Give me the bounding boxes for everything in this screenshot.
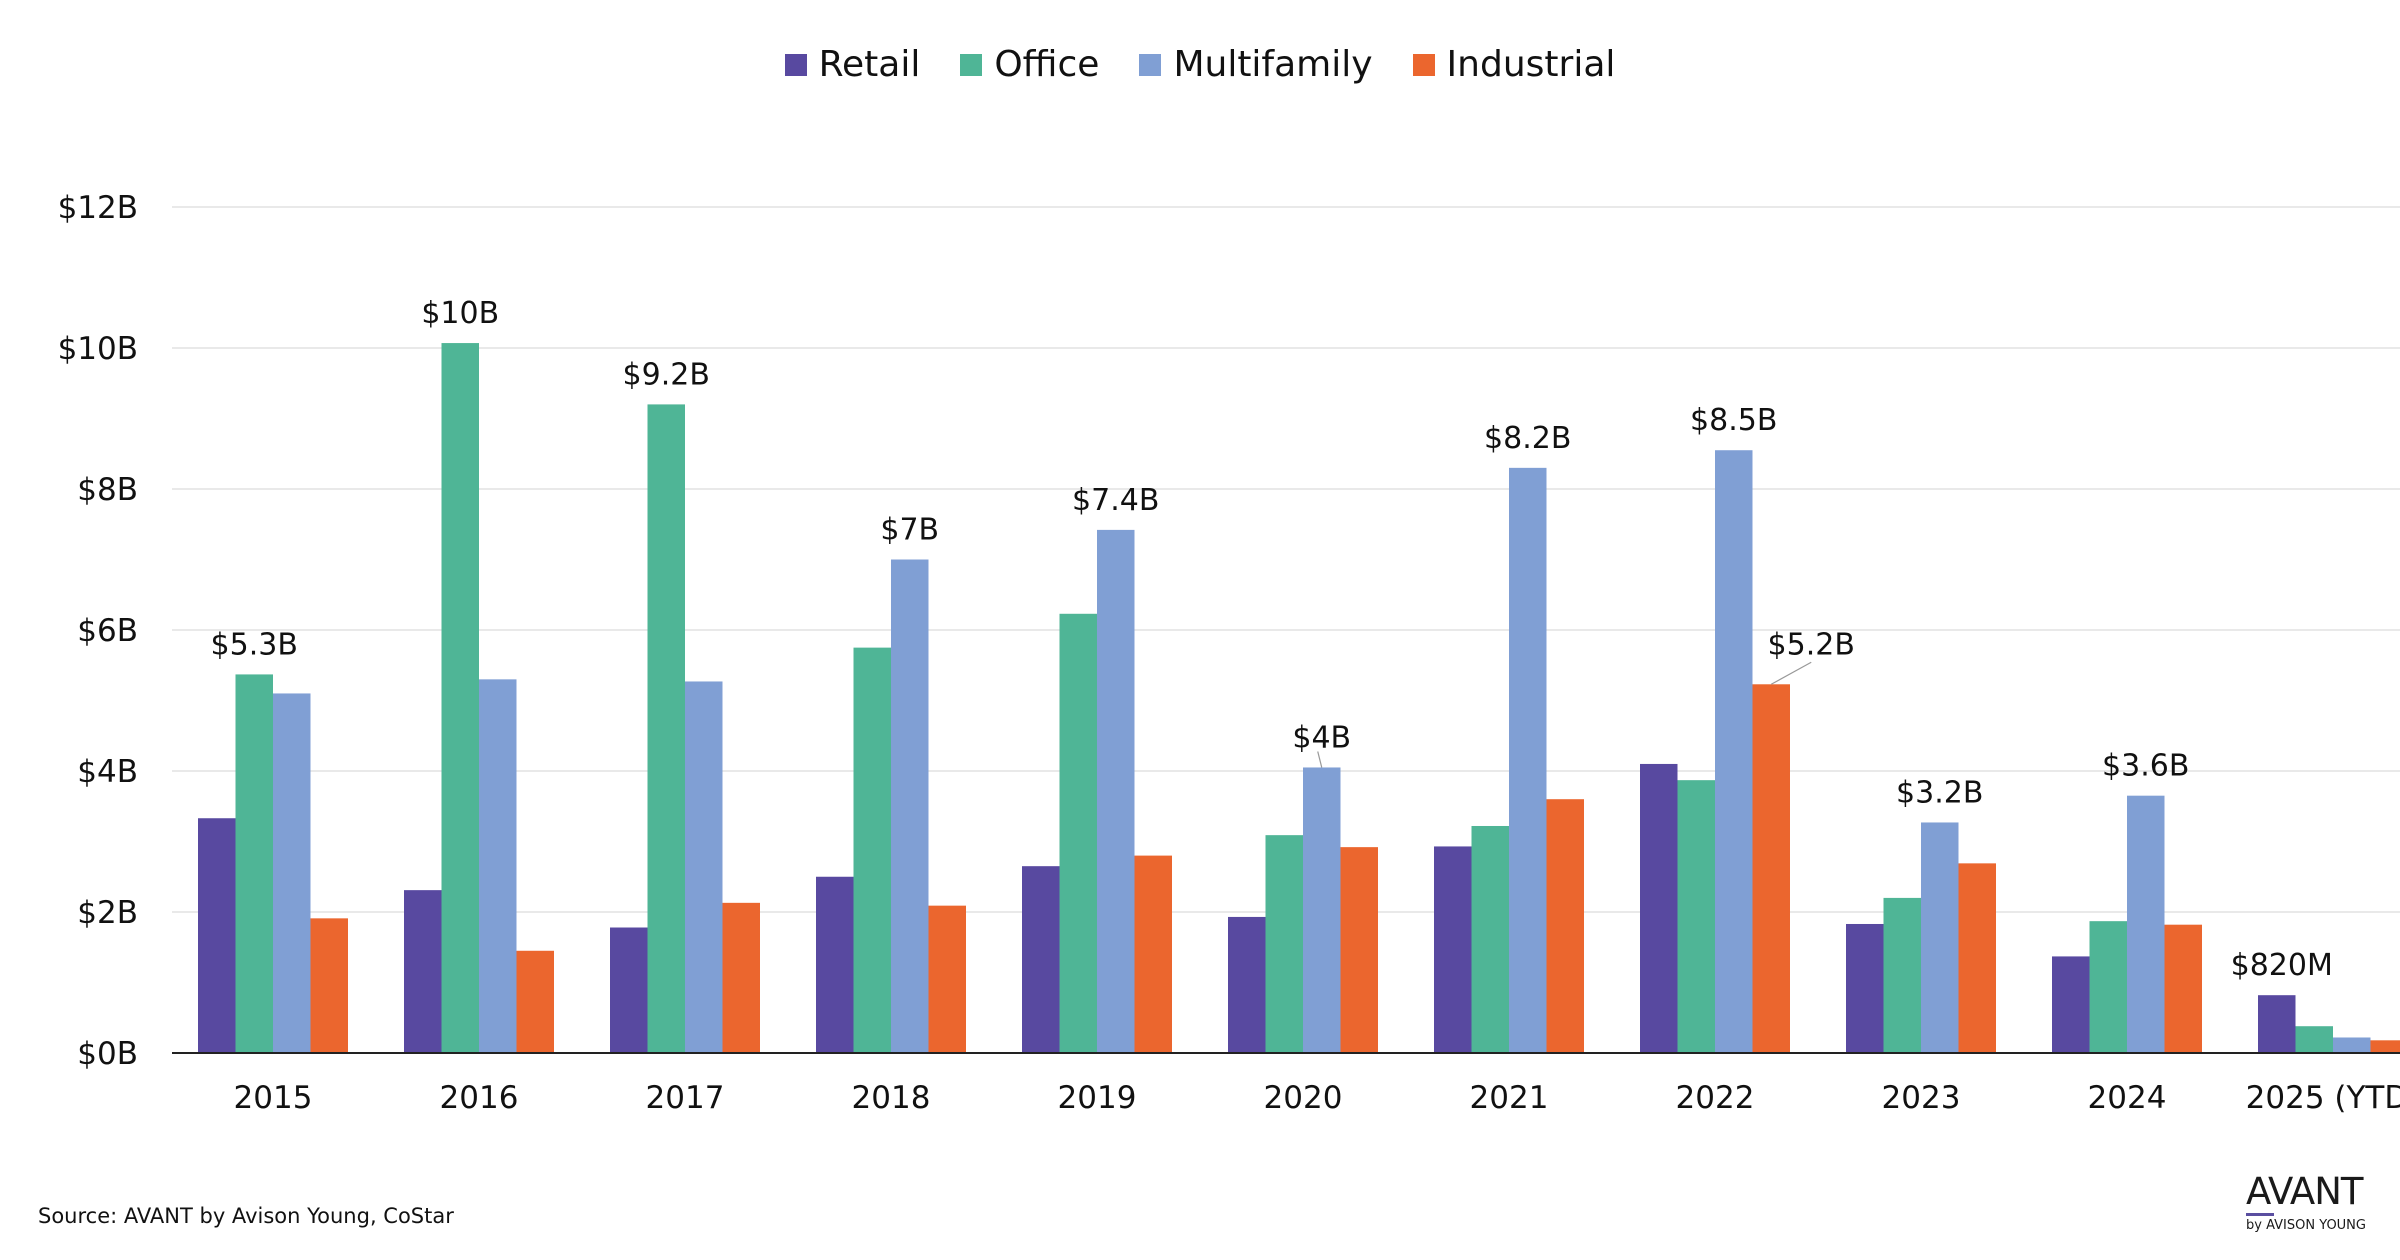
bar xyxy=(647,404,685,1053)
y-tick-label: $8B xyxy=(77,472,138,508)
chart-legend: Retail Office Multifamily Industrial xyxy=(0,44,2400,85)
bar xyxy=(1715,450,1753,1054)
bar xyxy=(2333,1037,2371,1053)
legend-item-multifamily: Multifamily xyxy=(1139,44,1373,85)
data-label: $3.6B xyxy=(2102,749,2189,784)
bar xyxy=(310,918,348,1053)
bar xyxy=(1471,825,1509,1053)
bar xyxy=(1228,916,1266,1053)
bar xyxy=(853,647,891,1053)
bar xyxy=(441,343,479,1053)
data-label: $5.2B xyxy=(1768,627,1855,662)
bar xyxy=(2127,795,2165,1053)
legend-swatch-office xyxy=(960,53,983,76)
x-tick-label: 2023 xyxy=(1882,1080,1961,1116)
data-label: $4B xyxy=(1292,720,1351,755)
legend-label-industrial: Industrial xyxy=(1446,44,1616,85)
legend-label-office: Office xyxy=(994,44,1100,85)
bar xyxy=(1846,923,1884,1053)
bar xyxy=(1340,847,1378,1053)
bar xyxy=(1097,529,1135,1053)
logo-wordmark: AVANT xyxy=(2246,1170,2363,1213)
bar xyxy=(1640,763,1678,1053)
legend-swatch-industrial xyxy=(1412,53,1435,76)
data-label: $7B xyxy=(880,513,939,548)
legend-item-office: Office xyxy=(960,44,1099,85)
bar xyxy=(2295,1026,2333,1053)
bar xyxy=(1059,613,1097,1053)
data-label: $7.4B xyxy=(1072,483,1159,518)
data-label-leader xyxy=(1317,751,1323,768)
bar xyxy=(1958,863,1996,1053)
legend-swatch-multifamily xyxy=(1139,53,1162,76)
x-tick-label: 2016 xyxy=(440,1080,519,1116)
x-tick-label: 2020 xyxy=(1264,1080,1343,1116)
x-tick-label: 2022 xyxy=(1676,1080,1755,1116)
bar xyxy=(235,674,273,1053)
logo-accent-bar xyxy=(2246,1213,2274,1216)
bar xyxy=(516,950,554,1053)
bar xyxy=(1509,467,1547,1054)
bar xyxy=(1265,835,1303,1053)
y-tick-label: $6B xyxy=(77,613,138,649)
x-tick-label: 2024 xyxy=(2088,1080,2167,1116)
x-tick-label: 2019 xyxy=(1058,1080,1137,1116)
bar xyxy=(2164,924,2202,1053)
bar xyxy=(722,902,760,1053)
data-label: $8.2B xyxy=(1484,421,1571,456)
bar xyxy=(479,679,517,1053)
y-tick-label: $0B xyxy=(77,1036,138,1072)
bar xyxy=(1752,684,1790,1053)
bar xyxy=(273,693,311,1053)
x-tick-label: 2017 xyxy=(646,1080,725,1116)
logo-subtitle: by AVISON YOUNG xyxy=(2246,1218,2366,1233)
bar xyxy=(1022,866,1060,1053)
data-label: $820M xyxy=(2231,948,2333,983)
bar xyxy=(891,559,929,1053)
data-label: $8.5B xyxy=(1690,403,1777,438)
data-label: $10B xyxy=(421,296,499,331)
bar xyxy=(1434,846,1472,1053)
x-tick-label: 2021 xyxy=(1470,1080,1549,1116)
data-label: $9.2B xyxy=(623,357,710,392)
data-label: $3.2B xyxy=(1896,775,1983,810)
bar-chart: $0B $2B $4B $6B $8B $10B $12B 2015 2016 2017 2018 2… xyxy=(58,190,2400,1116)
bar xyxy=(1546,799,1584,1053)
bar xyxy=(2370,1040,2400,1053)
bar xyxy=(928,905,966,1053)
bar xyxy=(610,927,648,1053)
legend-label-retail: Retail xyxy=(818,44,921,85)
legend-swatch-retail xyxy=(784,53,807,76)
bar xyxy=(1677,780,1715,1053)
y-tick-label: $4B xyxy=(77,754,138,790)
bar xyxy=(816,876,854,1053)
legend-item-retail: Retail xyxy=(784,44,921,85)
y-tick-label: $12B xyxy=(58,190,138,226)
bar xyxy=(1303,767,1341,1053)
bar xyxy=(1921,822,1959,1053)
legend-label-multifamily: Multifamily xyxy=(1173,44,1373,85)
bar xyxy=(404,890,442,1053)
data-label: $5.3B xyxy=(211,627,298,662)
bar xyxy=(1883,897,1921,1053)
bar xyxy=(2052,956,2090,1053)
y-tick-label: $2B xyxy=(77,895,138,931)
bar xyxy=(685,681,723,1053)
avant-logo: AVANT by AVISON YOUNG xyxy=(2246,1172,2396,1234)
source-note: Source: AVANT by Avison Young, CoStar xyxy=(38,1204,454,1228)
x-tick-label: 2015 xyxy=(234,1080,313,1116)
x-tick-label: 2025 (YTD) xyxy=(2246,1080,2400,1116)
data-label-leader xyxy=(1770,661,1812,685)
bar xyxy=(2089,921,2127,1053)
legend-item-industrial: Industrial xyxy=(1412,44,1616,85)
bar xyxy=(2258,995,2296,1053)
x-tick-label: 2018 xyxy=(852,1080,931,1116)
bar xyxy=(198,818,236,1053)
y-tick-label: $10B xyxy=(58,331,138,367)
bar xyxy=(1134,855,1172,1053)
